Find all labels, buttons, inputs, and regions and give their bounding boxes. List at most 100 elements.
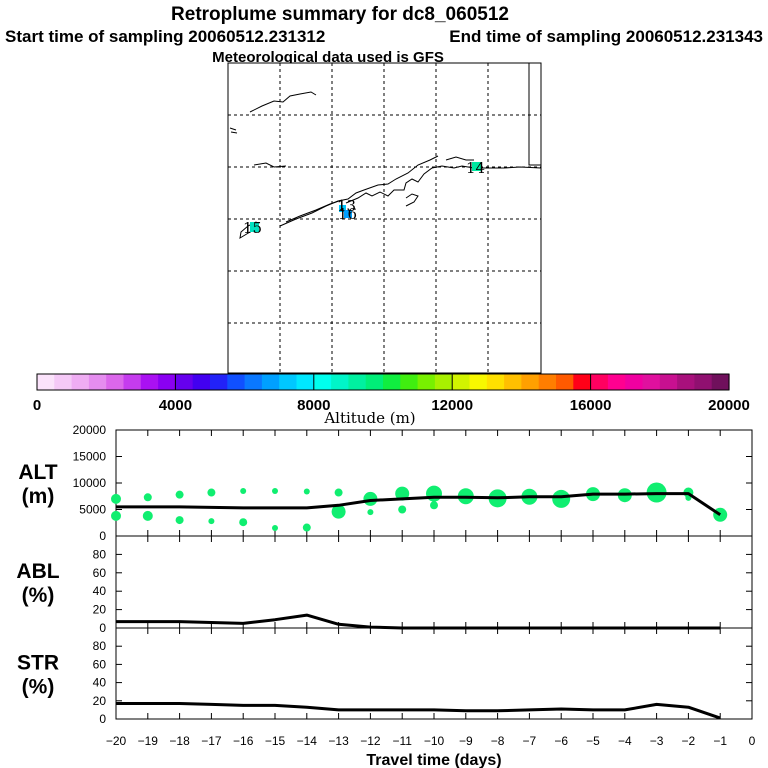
colorbar-swatch: [244, 374, 263, 390]
y-tick-label: 15000: [73, 450, 107, 464]
colorbar-swatch: [106, 374, 125, 390]
scatter-point: [208, 518, 215, 525]
scatter-point: [272, 525, 278, 532]
map-label-15: 15: [243, 219, 262, 237]
x-tick-label: −18: [169, 734, 190, 748]
scatter-point: [142, 510, 153, 521]
panel-label: (m): [22, 485, 55, 508]
colorbar: 0 4000 8000 12000 16000 20000 Altitude (m): [33, 373, 750, 427]
x-tick-label: −5: [586, 734, 600, 748]
colorbar-swatch: [348, 374, 367, 390]
met-data-label: Meteorological data used is GFS: [212, 49, 444, 66]
x-tick-label: −15: [265, 734, 286, 748]
y-tick-label: 60: [93, 657, 107, 671]
panel-abl: 0 20 40 60 80 ABL(%): [16, 535, 753, 635]
map-label-16: 16: [338, 205, 357, 223]
x-tick-label: −7: [523, 734, 537, 748]
x-tick-label: −8: [491, 734, 505, 748]
colorbar-swatch: [538, 374, 557, 390]
coastlines: [229, 63, 542, 239]
series-line: [116, 702, 721, 720]
panel-frame: [115, 535, 753, 629]
colorbar-swatch: [556, 374, 574, 390]
x-tick-label: −13: [328, 734, 349, 748]
x-tick-label: −3: [650, 734, 664, 748]
scatter-point: [207, 488, 216, 497]
x-tick-label: −17: [201, 734, 222, 748]
colorbar-swatch: [486, 374, 505, 390]
colorbar-swatch: [296, 374, 315, 390]
y-tick-label: 0: [99, 621, 106, 635]
colorbar-swatch: [123, 374, 142, 390]
colorbar-swatch: [400, 374, 419, 390]
x-tick-label: 0: [749, 734, 756, 748]
colorbar-swatch: [158, 374, 176, 390]
map-point-15: [250, 222, 259, 232]
colorbar-swatch: [711, 374, 730, 390]
y-tick-label: 40: [93, 584, 107, 598]
colorbar-tick-label: 12000: [431, 397, 473, 414]
colorbar-swatch: [37, 374, 55, 390]
colorbar-swatch: [469, 374, 488, 390]
y-tick-label: 20: [93, 694, 107, 708]
scatter-point: [302, 523, 311, 532]
end-time: End time of sampling 20060512.231343: [449, 27, 763, 46]
colorbar-swatch: [71, 374, 90, 390]
scatter-point: [239, 518, 248, 527]
scatter-point: [331, 504, 346, 519]
y-tick-label: 20: [93, 603, 107, 617]
colorbar-swatch: [383, 374, 401, 390]
x-tick-label: −14: [297, 734, 318, 748]
colorbar-tick-label: 8000: [297, 397, 330, 414]
map-point-13: [339, 205, 346, 212]
colorbar-swatch: [625, 374, 644, 390]
colorbar-swatch: [192, 374, 211, 390]
colorbar-swatch: [573, 374, 592, 390]
scatter-point: [240, 487, 247, 494]
y-tick-label: 80: [93, 547, 107, 561]
colorbar-swatch: [659, 374, 678, 390]
colorbar-swatch: [694, 374, 713, 390]
colorbar-swatch: [313, 374, 332, 390]
y-tick-label: 60: [93, 566, 107, 580]
colorbar-swatch: [140, 374, 159, 390]
colorbar-tick-label: 0: [33, 397, 41, 414]
y-tick-label: 80: [93, 639, 107, 653]
x-tick-label: −9: [459, 734, 473, 748]
colorbar-tick-label: 4000: [159, 397, 192, 414]
scatter-point: [430, 501, 438, 510]
colorbar-swatch: [677, 374, 695, 390]
scatter-point: [175, 490, 184, 499]
figure-title: Retroplume summary for dc8_060512: [171, 4, 509, 25]
scatter-point: [395, 486, 410, 501]
x-tick-label: −1: [713, 734, 727, 748]
map-grid: [228, 63, 541, 373]
y-tick-label: 20000: [73, 423, 107, 437]
x-axis-label: Travel time (days): [366, 752, 501, 768]
panel-alt: 0 5000 10000 15000 20000 ALT(m): [18, 423, 753, 543]
colorbar-swatch: [175, 374, 194, 390]
colorbar-swatch: [642, 374, 661, 390]
colorbar-tick-label: 16000: [570, 397, 612, 414]
colorbar-title: Altitude (m): [323, 409, 415, 427]
colorbar-swatches: [37, 374, 730, 390]
colorbar-swatch: [521, 374, 540, 390]
map-label-13: 13: [337, 197, 356, 215]
start-time: Start time of sampling 20060512.231312: [5, 27, 325, 46]
colorbar-swatch: [590, 374, 609, 390]
scatter-point: [303, 488, 310, 495]
scatter-point: [334, 488, 343, 497]
panel-str: 0 20 40 60 80 STR(%): [17, 627, 753, 726]
trajectory-map: 14 13 16 15: [227, 62, 542, 374]
panel-label: ALT: [18, 461, 57, 484]
series-line: [116, 492, 722, 517]
trajectory-labels: 14 13 16 15: [243, 159, 485, 237]
panel-label: (%): [22, 584, 55, 607]
y-tick-label: 10000: [73, 476, 107, 490]
x-tick-label: −20: [106, 734, 127, 748]
colorbar-swatch: [54, 374, 73, 390]
map-point-14: [472, 162, 481, 171]
trajectory-points: [250, 162, 481, 232]
y-tick-label: 0: [99, 529, 106, 543]
